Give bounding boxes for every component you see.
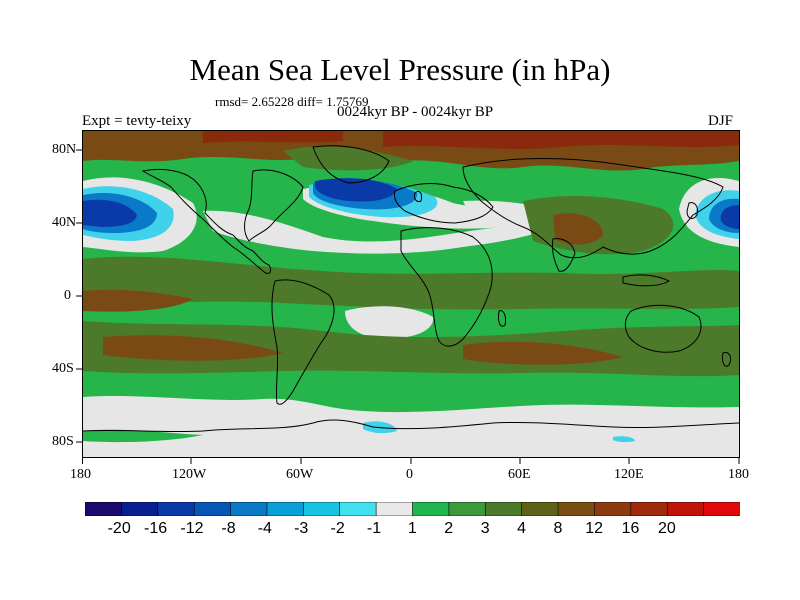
field-arctic-darkred-2	[203, 131, 343, 143]
field-antarctic-gray	[83, 396, 739, 457]
coast-uk	[414, 190, 422, 202]
colorbar-label: -8	[221, 520, 236, 537]
coast-north-america	[141, 168, 272, 274]
colorbar-swatch	[157, 502, 195, 516]
map-panel	[82, 130, 740, 458]
experiment-label: Expt = tevty-teixy	[82, 113, 192, 129]
colorbar-label: 3	[480, 520, 490, 537]
subtitle: 0024kyr BP - 0024kyr BP	[336, 104, 494, 120]
colorbar-swatch	[448, 502, 487, 516]
coast-greenland	[312, 145, 390, 184]
coast-antarctica	[83, 419, 739, 433]
field-atlantic-dark	[315, 178, 397, 202]
coastlines	[83, 145, 739, 433]
colorbar-swatch	[630, 502, 669, 516]
colorbar-swatch	[85, 502, 123, 516]
colorbar-label: -12	[180, 520, 204, 537]
x-tick-180e: 180	[728, 467, 749, 482]
field-antarctic-cyan-2	[613, 436, 635, 443]
coast-madagascar	[498, 310, 506, 327]
x-tick-0: 0	[406, 467, 413, 482]
colorbar-swatch	[484, 502, 523, 516]
field-asia-brown	[553, 213, 603, 245]
x-tick-120w: 120W	[172, 467, 207, 482]
colorbar-label: 12	[585, 520, 603, 537]
coast-japan	[686, 202, 698, 219]
colorbar-label: 1	[407, 520, 417, 537]
pressure-map	[83, 131, 739, 457]
y-tick-80s: 80S	[52, 434, 74, 449]
colorbar-label: 8	[553, 520, 563, 537]
field-pacific-dark-w	[83, 199, 137, 227]
colorbar-label: -16	[144, 520, 168, 537]
colorbar-label: -4	[257, 520, 272, 537]
colorbar-swatch	[121, 502, 159, 516]
coast-north-america-east	[244, 169, 304, 242]
colorbar-swatch	[266, 502, 305, 516]
colorbar-swatch	[339, 502, 377, 516]
colorbar-label: -3	[294, 520, 309, 537]
field-arctic-darkred	[383, 131, 739, 149]
field-south-brown	[103, 335, 283, 361]
colorbar-swatch	[594, 502, 632, 516]
y-tick-80n: 80N	[52, 142, 77, 157]
y-tick-40n: 40N	[52, 215, 77, 230]
colorbar	[85, 502, 740, 516]
y-tick-40s: 40S	[52, 361, 74, 376]
colorbar-label: 2	[444, 520, 454, 537]
colorbar-label: -20	[107, 520, 131, 537]
stats-text: rmsd= 2.65228 diff= 1.75769	[215, 94, 369, 109]
field-south-brown-2	[463, 341, 623, 365]
field-antarctic-green	[83, 429, 203, 443]
y-ticks	[76, 149, 82, 443]
x-tick-60e: 60E	[508, 467, 531, 482]
x-tick-180w: 180	[70, 467, 91, 482]
field-subtropic-gray-a	[203, 210, 563, 254]
y-tick-0: 0	[64, 288, 71, 303]
colorbar-label: 20	[658, 520, 676, 537]
field-tropic-brown-w	[83, 289, 193, 312]
colorbar-label: 4	[517, 520, 526, 537]
coast-africa	[400, 227, 493, 347]
field-satlantic-gray	[345, 306, 434, 339]
x-ticks	[82, 458, 740, 464]
coast-india	[552, 238, 576, 272]
colorbar-swatch	[303, 502, 341, 516]
coast-australia	[624, 304, 702, 353]
colorbar-label: -1	[366, 520, 382, 537]
colorbar-swatch	[230, 502, 268, 516]
coast-asia	[462, 158, 724, 259]
colorbar-label: -2	[330, 520, 345, 537]
colorbar-swatch	[666, 502, 705, 516]
coast-new-zealand	[722, 352, 732, 367]
coast-south-america	[271, 279, 335, 405]
map-title: Mean Sea Level Pressure (in hPa)	[189, 52, 611, 87]
coast-indonesia	[622, 274, 671, 287]
colorbar-swatch	[703, 502, 740, 516]
coast-europe	[394, 183, 494, 224]
field-pacific-dark-e	[720, 205, 739, 229]
x-tick-120e: 120E	[614, 467, 644, 482]
field-south-green	[83, 375, 739, 405]
season-label: DJF	[708, 113, 734, 129]
colorbar-swatch	[521, 502, 559, 516]
colorbar-swatch	[557, 502, 596, 516]
field-tropic-olive	[83, 256, 739, 310]
colorbar-swatch	[412, 502, 450, 516]
colorbar-swatch	[193, 502, 232, 516]
colorbar-label: 16	[621, 520, 640, 537]
x-tick-60w: 60W	[286, 467, 314, 482]
colorbar-swatch	[375, 502, 414, 516]
